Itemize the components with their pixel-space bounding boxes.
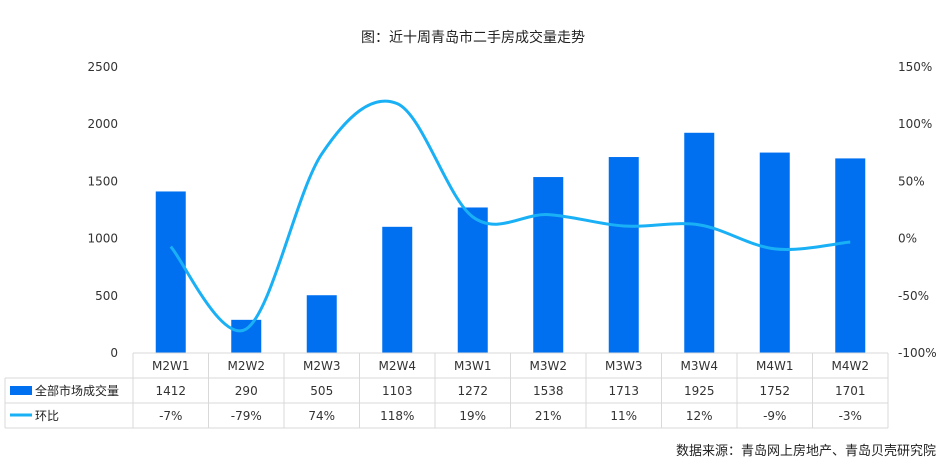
x-tick-label: M3W2 xyxy=(530,359,568,373)
table-cell-mom: 19% xyxy=(459,409,486,423)
y-left-tick-label: 2500 xyxy=(87,60,118,74)
table-cell-mom: 11% xyxy=(610,409,637,423)
x-tick-label: M2W4 xyxy=(379,359,417,373)
table-cell-volume: 1412 xyxy=(155,384,186,398)
y-right-tick-label: 150% xyxy=(898,60,932,74)
bar-M4W2 xyxy=(835,158,866,353)
y-right-tick-label: 0% xyxy=(898,232,917,246)
bar-M4W1 xyxy=(759,152,790,353)
y-left-tick-label: 0 xyxy=(110,346,118,360)
table-cell-volume: 1701 xyxy=(835,384,866,398)
table-cell-volume: 1713 xyxy=(608,384,639,398)
chart-title: 图：近十周青岛市二手房成交量走势 xyxy=(361,30,585,46)
table-cell-volume: 1103 xyxy=(382,384,413,398)
bar-M2W4 xyxy=(382,226,413,353)
table-cell-mom: -7% xyxy=(159,409,182,423)
table-cell-volume: 1538 xyxy=(533,384,564,398)
table-cell-mom: 74% xyxy=(308,409,335,423)
bar-M3W4 xyxy=(684,132,715,353)
table-cell-volume: 1925 xyxy=(684,384,715,398)
table-cell-mom: -3% xyxy=(839,409,862,423)
table-cell-volume: 290 xyxy=(235,384,258,398)
y-right-tick-label: 100% xyxy=(898,117,932,131)
table-cell-volume: 505 xyxy=(310,384,333,398)
y-right-tick-label: -50% xyxy=(898,289,929,303)
bar-M3W3 xyxy=(608,157,639,353)
y-left-tick-label: 500 xyxy=(95,289,118,303)
y-left-tick-label: 2000 xyxy=(87,117,118,131)
legend-label-line: 环比 xyxy=(35,409,59,423)
y-left-tick-label: 1000 xyxy=(87,232,118,246)
x-tick-label: M2W1 xyxy=(152,359,190,373)
bar-M3W1 xyxy=(457,207,488,353)
x-tick-label: M2W3 xyxy=(303,359,341,373)
y-left-tick-label: 1500 xyxy=(87,174,118,188)
table-cell-mom: 21% xyxy=(535,409,562,423)
bar-M2W2 xyxy=(231,319,262,353)
x-tick-label: M4W1 xyxy=(756,359,794,373)
series-line-环比 xyxy=(169,99,851,333)
x-tick-label: M3W3 xyxy=(605,359,643,373)
bar-M2W1 xyxy=(155,191,186,353)
legend-key-bar xyxy=(10,386,32,395)
table-cell-volume: 1752 xyxy=(759,384,790,398)
y-right-tick-label: 50% xyxy=(898,174,925,188)
source-note: 数据来源：青岛网上房地产、青岛贝壳研究院 xyxy=(675,444,936,459)
x-tick-label: M4W2 xyxy=(832,359,870,373)
y-right-tick-label: -100% xyxy=(898,346,937,360)
table-cell-mom: 12% xyxy=(686,409,713,423)
bar-M2W3 xyxy=(306,295,337,353)
x-tick-label: M3W4 xyxy=(681,359,719,373)
table-cell-mom: 118% xyxy=(380,409,414,423)
x-tick-label: M2W2 xyxy=(228,359,266,373)
bar-M3W2 xyxy=(533,177,564,353)
table-cell-mom: -79% xyxy=(231,409,262,423)
x-tick-label: M3W1 xyxy=(454,359,492,373)
table-cell-mom: -9% xyxy=(763,409,786,423)
legend-label-bar: 全部市场成交量 xyxy=(35,383,119,398)
table-cell-volume: 1272 xyxy=(457,384,488,398)
